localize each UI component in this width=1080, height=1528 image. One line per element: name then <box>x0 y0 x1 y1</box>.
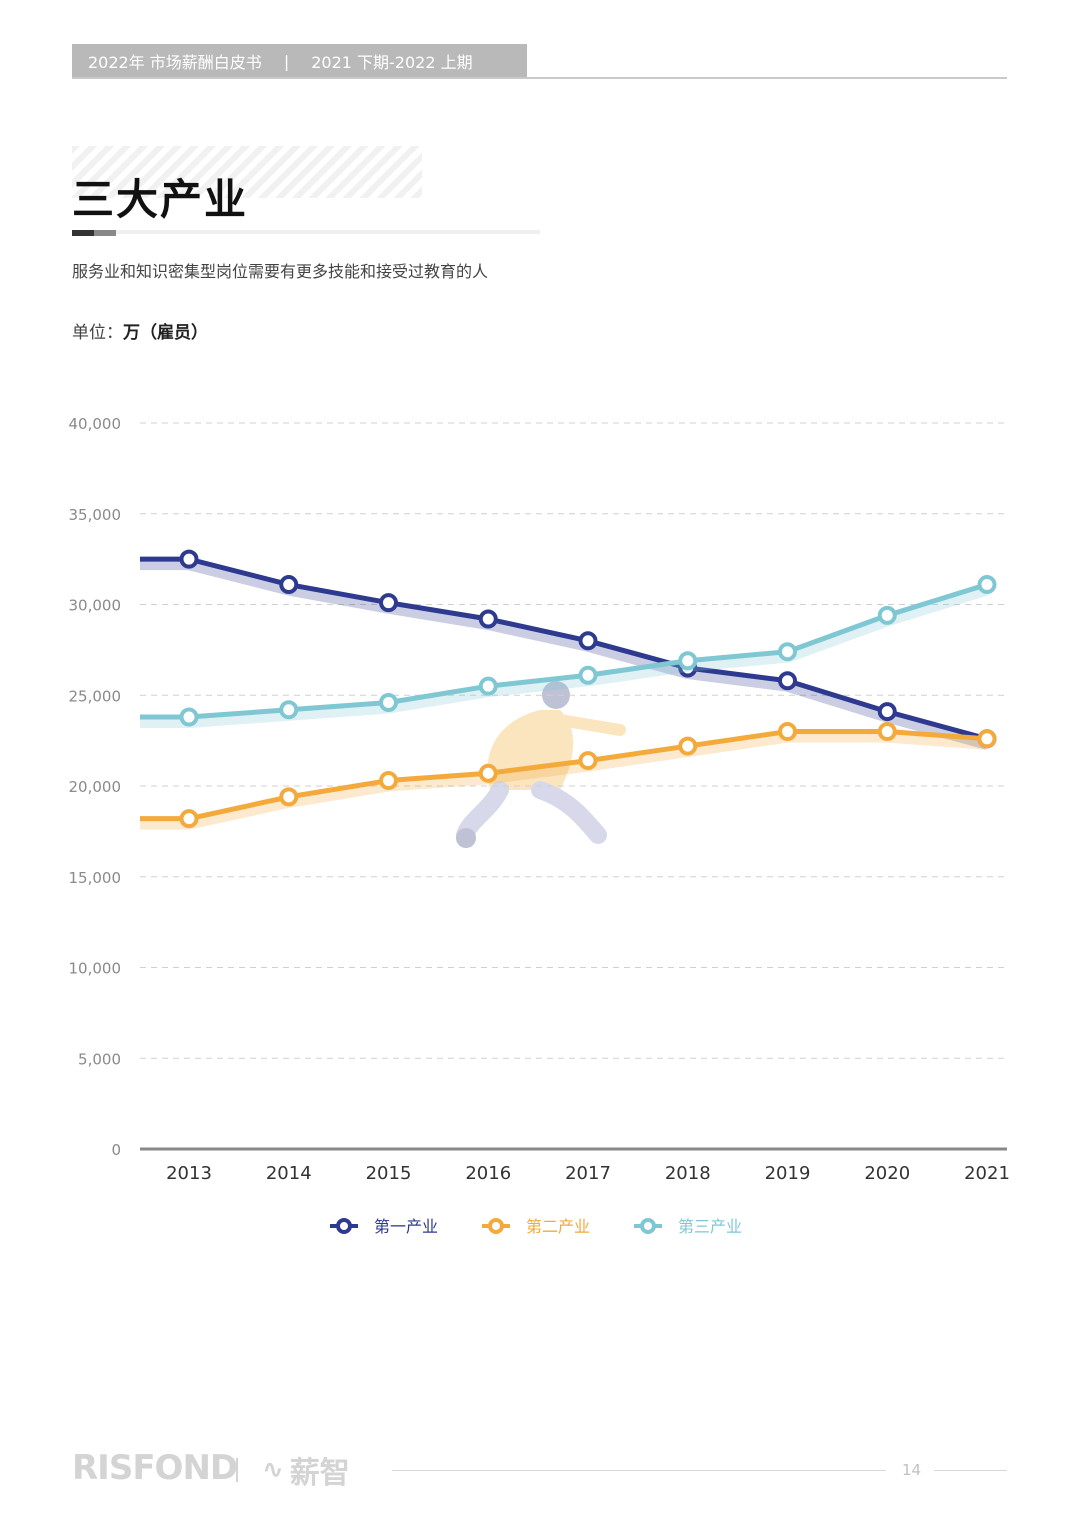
title-hatch-decoration <box>72 146 422 198</box>
data-point <box>877 605 897 625</box>
header-bar: 2022年 市场薪酬白皮书 | 2021 下期-2022 上期 <box>72 44 527 78</box>
chart-legend: 第一产业 第二产业 第三产业 <box>330 1217 742 1236</box>
series-line-shadow <box>140 583 989 729</box>
legend-swatch-marker <box>336 1218 352 1234</box>
legend-item: 第二产业 <box>482 1217 590 1236</box>
x-tick-label: 2017 <box>565 1163 611 1184</box>
x-tick-label: 2013 <box>166 1163 212 1184</box>
header-separator: | <box>283 51 290 71</box>
page-number: 14 <box>902 1461 922 1479</box>
data-point <box>678 651 698 671</box>
title-underline-accent <box>72 230 94 236</box>
footer-line-left <box>392 1470 886 1471</box>
data-point <box>877 702 897 722</box>
title-underline <box>72 230 540 234</box>
data-point <box>877 722 897 742</box>
header-divider <box>72 77 1007 79</box>
unit-label: 单位：万（雇员） <box>72 318 208 343</box>
data-point <box>179 707 199 727</box>
y-tick-label: 20,000 <box>69 778 122 796</box>
x-tick-label: 2016 <box>465 1163 511 1184</box>
risfond-logo: RISFOND <box>72 1448 238 1488</box>
data-point <box>478 676 498 696</box>
data-point <box>778 671 797 691</box>
xinzhi-logo: ∿ 薪智 <box>262 1448 350 1492</box>
chart-series <box>140 549 997 830</box>
legend-label: 第三产业 <box>678 1217 742 1236</box>
legend-swatch-marker <box>640 1218 656 1234</box>
data-point <box>379 593 398 613</box>
data-point <box>179 549 199 569</box>
series-line-shadow <box>140 730 988 830</box>
data-point <box>578 751 598 771</box>
series-2 <box>140 722 997 830</box>
y-tick-label: 40,000 <box>69 415 122 433</box>
series-line <box>140 556 988 742</box>
data-point <box>977 729 997 749</box>
data-point <box>578 665 598 685</box>
line-chart: 40,000 35,000 30,000 25,000 20,000 15,000 10,0… <box>69 415 1010 1236</box>
data-point <box>977 575 997 595</box>
data-point <box>478 763 498 783</box>
x-tick-label: 2019 <box>765 1163 811 1184</box>
data-point <box>379 771 398 791</box>
series-3 <box>140 575 997 729</box>
legend-item: 第一产业 <box>330 1217 438 1236</box>
y-tick-label: 35,000 <box>69 506 122 524</box>
y-tick-label: 0 <box>111 1141 121 1159</box>
y-tick-label: 5,000 <box>78 1050 121 1068</box>
section-title: 三大产业 <box>72 175 249 224</box>
title-underline-accent-mid <box>94 230 116 236</box>
series-line <box>140 729 988 822</box>
data-point <box>778 642 797 662</box>
legend-swatch-marker <box>488 1218 504 1234</box>
x-tick-label: 2018 <box>665 1163 711 1184</box>
data-point <box>578 631 598 651</box>
y-tick-label: 15,000 <box>69 869 122 887</box>
legend-label: 第二产业 <box>526 1217 590 1236</box>
legend-label: 第一产业 <box>374 1217 438 1236</box>
data-point <box>778 722 797 742</box>
data-point <box>279 575 299 595</box>
header-title: 2022年 市场薪酬白皮书 <box>88 53 262 72</box>
unit-value: 万（雇员） <box>123 323 208 343</box>
footer-separator <box>236 1458 238 1482</box>
wave-icon: ∿ <box>262 1455 284 1485</box>
header-period: 2021 下期-2022 上期 <box>311 53 473 72</box>
x-tick-label: 2020 <box>864 1163 910 1184</box>
series-line <box>140 582 988 720</box>
x-axis: 2013 2014 2015 2016 2017 2018 2019 2020 2021 <box>140 1147 1010 1184</box>
data-point <box>279 787 299 807</box>
xinzhi-logo-text: 薪智 <box>289 1456 350 1491</box>
data-point <box>478 609 498 629</box>
y-tick-label: 10,000 <box>69 960 122 978</box>
legend-item: 第三产业 <box>634 1217 742 1236</box>
data-point <box>279 700 299 720</box>
data-point <box>179 809 199 829</box>
x-tick-label: 2014 <box>266 1163 312 1184</box>
data-point <box>678 736 698 756</box>
y-tick-label: 30,000 <box>69 597 122 615</box>
footer-line-right <box>934 1470 1007 1471</box>
unit-prefix: 单位： <box>72 323 123 343</box>
x-tick-label: 2015 <box>366 1163 412 1184</box>
data-point <box>379 693 398 713</box>
chart-gridlines <box>140 422 1007 1059</box>
y-axis-ticks: 40,000 35,000 30,000 25,000 20,000 15,000 10,0… <box>69 415 122 1159</box>
x-tick-label: 2021 <box>964 1163 1010 1184</box>
series-line-shadow <box>140 558 989 750</box>
section-subtitle: 服务业和知识密集型岗位需要有更多技能和接受过教育的人 <box>72 262 489 281</box>
y-tick-label: 25,000 <box>69 687 122 705</box>
